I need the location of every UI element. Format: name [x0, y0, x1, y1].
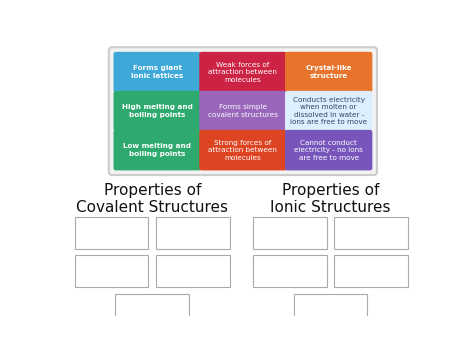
FancyBboxPatch shape: [285, 91, 373, 131]
Bar: [116, 294, 189, 326]
Bar: [75, 217, 148, 249]
FancyBboxPatch shape: [113, 91, 201, 131]
Text: Properties of
Covalent Structures: Properties of Covalent Structures: [76, 183, 228, 215]
Text: Crystal-like
structure: Crystal-like structure: [305, 65, 352, 79]
Bar: [75, 255, 148, 288]
FancyBboxPatch shape: [199, 52, 287, 92]
FancyBboxPatch shape: [285, 130, 373, 170]
Text: Properties of
Ionic Structures: Properties of Ionic Structures: [270, 183, 391, 215]
FancyBboxPatch shape: [109, 47, 377, 175]
Text: Cannot conduct
electricity - no ions
are free to move: Cannot conduct electricity - no ions are…: [294, 140, 363, 161]
Text: Low melting and
boiling points: Low melting and boiling points: [123, 143, 191, 157]
FancyBboxPatch shape: [113, 130, 201, 170]
Bar: [334, 255, 408, 288]
Text: Strong forces of
attraction between
molecules: Strong forces of attraction between mole…: [209, 140, 277, 161]
Bar: [334, 217, 408, 249]
Bar: [253, 217, 327, 249]
Bar: [156, 217, 230, 249]
Text: High melting and
boiling points: High melting and boiling points: [122, 104, 192, 118]
Text: Conducts electricity
when molten or
dissolved in water -
ions are free to move: Conducts electricity when molten or diss…: [290, 97, 367, 125]
Text: Forms simple
covalent structures: Forms simple covalent structures: [208, 104, 278, 118]
FancyBboxPatch shape: [199, 130, 287, 170]
Bar: [253, 255, 327, 288]
Text: Forms giant
ionic lattices: Forms giant ionic lattices: [131, 65, 183, 79]
FancyBboxPatch shape: [113, 52, 201, 92]
FancyBboxPatch shape: [199, 91, 287, 131]
Text: Weak forces of
attraction between
molecules: Weak forces of attraction between molecu…: [209, 62, 277, 83]
FancyBboxPatch shape: [285, 52, 373, 92]
Bar: [156, 255, 230, 288]
Bar: [294, 294, 367, 326]
